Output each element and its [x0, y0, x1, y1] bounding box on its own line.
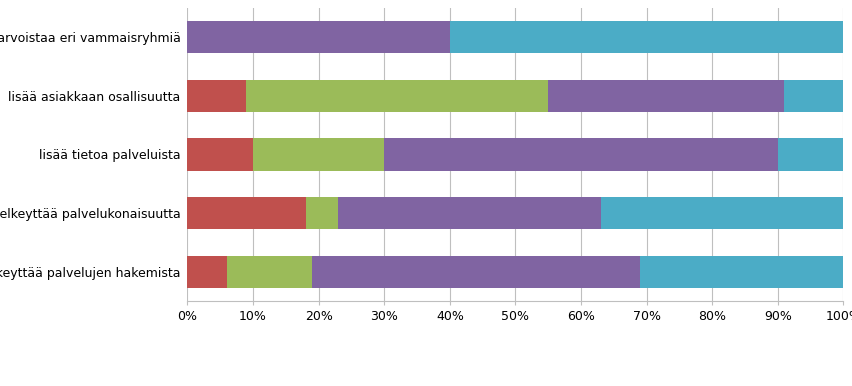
Bar [306, 197, 338, 229]
Bar [785, 80, 843, 112]
Bar [384, 138, 778, 171]
Bar [246, 80, 549, 112]
Bar [549, 80, 785, 112]
Bar [253, 138, 384, 171]
Bar [338, 197, 601, 229]
Bar [187, 80, 246, 112]
Bar [227, 256, 312, 288]
Bar [640, 256, 843, 288]
Bar [778, 138, 843, 171]
Bar [312, 256, 640, 288]
Bar [187, 197, 306, 229]
Bar [187, 138, 253, 171]
Bar [450, 21, 843, 53]
Bar [187, 21, 450, 53]
Bar [187, 256, 227, 288]
Bar [601, 197, 843, 229]
